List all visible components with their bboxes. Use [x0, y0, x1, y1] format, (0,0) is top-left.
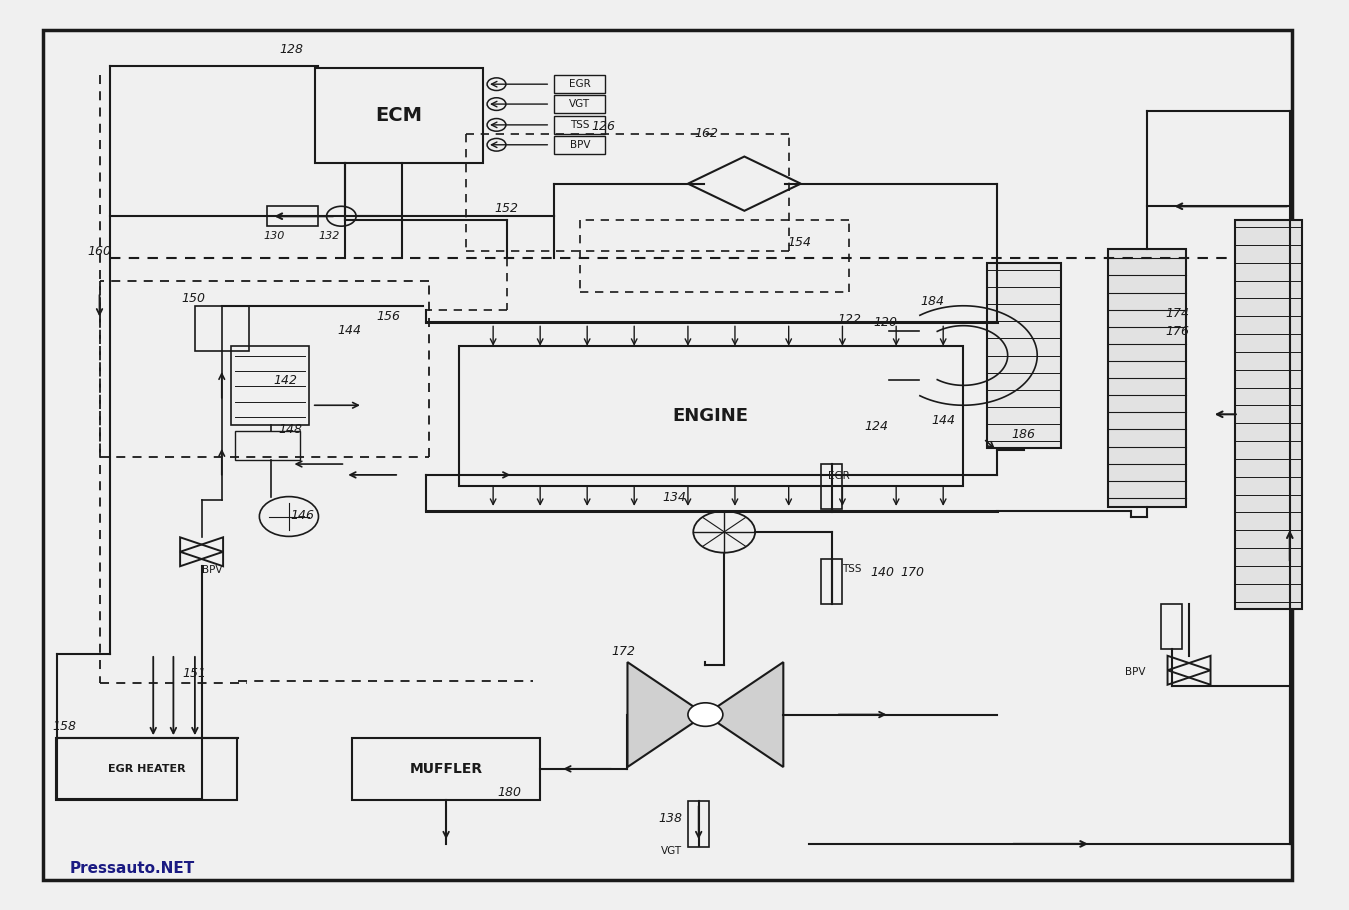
Bar — [554, 95, 606, 113]
Text: 138: 138 — [658, 812, 683, 825]
Text: 151: 151 — [183, 667, 206, 681]
Bar — [1234, 220, 1302, 609]
Text: 132: 132 — [318, 231, 340, 241]
Text: ENGINE: ENGINE — [673, 407, 749, 425]
Bar — [235, 430, 299, 460]
Text: 126: 126 — [591, 120, 615, 133]
Bar — [554, 136, 606, 154]
Text: 156: 156 — [376, 310, 401, 323]
Text: 158: 158 — [53, 720, 77, 733]
Text: 154: 154 — [788, 236, 812, 249]
Text: 170: 170 — [900, 566, 924, 579]
Text: Pressauto.NET: Pressauto.NET — [70, 861, 196, 875]
Text: 122: 122 — [838, 313, 861, 326]
Text: 184: 184 — [920, 295, 944, 308]
Text: 124: 124 — [863, 420, 888, 432]
Bar — [1161, 604, 1182, 650]
Text: VGT: VGT — [569, 99, 591, 109]
Text: 148: 148 — [278, 423, 302, 436]
Text: 134: 134 — [662, 491, 687, 504]
Text: 146: 146 — [290, 509, 314, 522]
Text: 142: 142 — [272, 374, 297, 388]
Text: 174: 174 — [1166, 307, 1188, 319]
Text: 140: 140 — [870, 566, 894, 579]
Text: BPV: BPV — [569, 140, 590, 150]
Text: BPV: BPV — [1125, 667, 1145, 677]
Text: 152: 152 — [495, 202, 518, 215]
Bar — [316, 68, 483, 163]
Text: EGR: EGR — [569, 79, 591, 89]
Bar — [554, 116, 606, 134]
Text: ECM: ECM — [375, 106, 422, 126]
Text: EGR HEATER: EGR HEATER — [108, 763, 185, 774]
Polygon shape — [706, 662, 784, 767]
Text: 130: 130 — [263, 231, 285, 241]
Text: BPV: BPV — [202, 565, 223, 575]
Text: 150: 150 — [182, 292, 205, 305]
Text: 172: 172 — [611, 645, 635, 658]
Bar — [822, 559, 842, 604]
Text: EGR: EGR — [827, 470, 850, 480]
Bar — [688, 802, 710, 846]
Text: TSS: TSS — [842, 564, 862, 574]
Bar — [55, 738, 237, 800]
Text: 180: 180 — [498, 786, 521, 799]
Circle shape — [688, 703, 723, 726]
Text: 144: 144 — [337, 324, 362, 337]
Text: MUFFLER: MUFFLER — [410, 762, 483, 776]
Bar — [352, 738, 540, 800]
Text: 128: 128 — [279, 44, 304, 56]
Text: 120: 120 — [873, 316, 897, 329]
Bar — [987, 263, 1060, 449]
Bar — [822, 464, 842, 510]
Text: 162: 162 — [695, 127, 719, 140]
Bar — [554, 76, 606, 93]
Text: VGT: VGT — [661, 846, 683, 856]
Text: 144: 144 — [931, 414, 955, 427]
Bar — [459, 346, 963, 486]
Bar — [194, 306, 248, 351]
Text: 176: 176 — [1166, 325, 1188, 338]
Bar — [1109, 249, 1186, 507]
Polygon shape — [627, 662, 706, 767]
Text: TSS: TSS — [571, 120, 590, 130]
Bar — [267, 207, 318, 227]
Bar — [231, 346, 309, 425]
Text: 160: 160 — [88, 245, 112, 258]
Text: 186: 186 — [1012, 428, 1036, 440]
